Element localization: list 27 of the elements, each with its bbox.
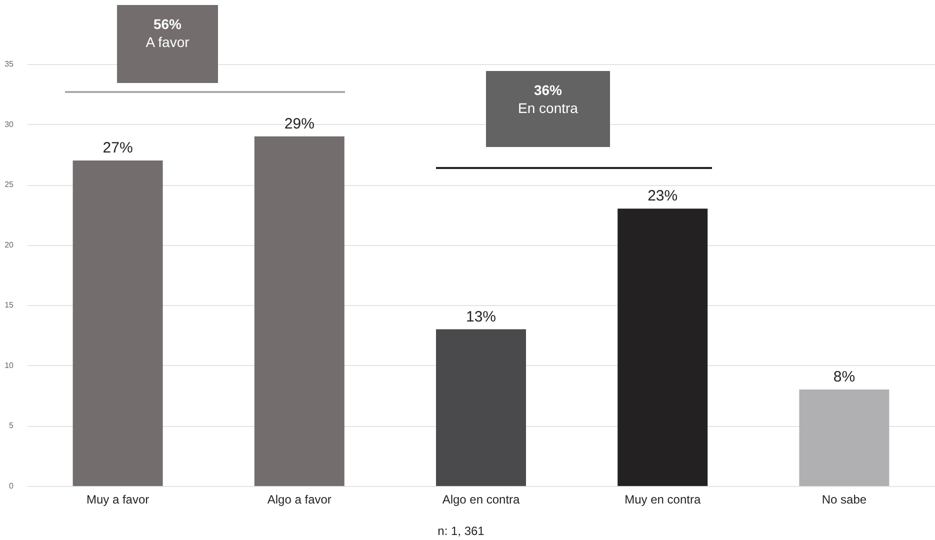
x-tick-label: Muy en contra xyxy=(624,492,701,506)
y-tick-label: 35 xyxy=(4,60,14,68)
y-tick-label: 0 xyxy=(9,482,14,490)
bar xyxy=(72,160,163,486)
y-tick-label: 30 xyxy=(4,120,14,129)
x-tick-label: Algo en contra xyxy=(442,492,520,506)
data-label: 29% xyxy=(284,115,314,132)
x-tick-label: No sabe xyxy=(822,492,867,506)
bar xyxy=(254,136,344,486)
data-label: 27% xyxy=(102,139,133,156)
bar xyxy=(618,208,708,486)
bar xyxy=(799,390,890,486)
label-box: 36% En contra xyxy=(486,71,610,147)
y-tick-label: 20 xyxy=(4,240,14,250)
y-tick-label: 5 xyxy=(9,421,14,430)
y-tick-label: 25 xyxy=(4,180,14,190)
x-tick-label: Algo a favor xyxy=(267,492,332,506)
y-tick-label: 10 xyxy=(4,360,14,370)
y-tick-label: 15 xyxy=(4,300,14,310)
data-label: 13% xyxy=(466,308,496,326)
data-label: 23% xyxy=(648,188,678,205)
annotation: 36% En contra xyxy=(517,81,579,116)
bar xyxy=(436,329,526,486)
x-tick-label: Muy a favor xyxy=(86,492,150,506)
data-label: 8% xyxy=(833,368,856,386)
label-box: 56% A favor xyxy=(117,5,218,83)
text: n: 1, 361 xyxy=(436,524,486,538)
